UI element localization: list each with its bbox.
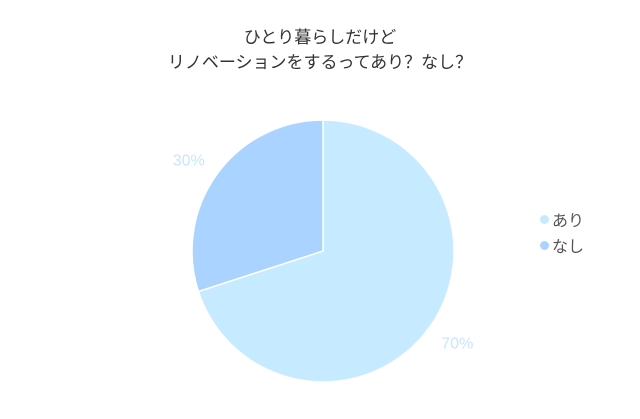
legend-label: なし: [552, 237, 585, 256]
legend-swatch: [540, 240, 549, 250]
legend-swatch: [540, 214, 549, 224]
legend-item-nashi: なし: [540, 232, 584, 258]
legend: あり なし: [540, 206, 584, 258]
title-line-1: ひとり暮らしだけど: [243, 28, 397, 48]
legend-label: あり: [552, 211, 585, 230]
data-label-1: 30%: [173, 152, 205, 169]
data-label-0: 70%: [441, 336, 473, 353]
chart-title: ひとり暮らしだけど リノベーションをするってあり？なし？: [0, 26, 640, 76]
pie-slice-0: [197, 119, 455, 383]
pie-slice-1: [191, 119, 324, 293]
title-line-2: リノベーションをするってあり？なし？: [167, 53, 473, 73]
legend-item-ari: あり: [540, 206, 584, 232]
